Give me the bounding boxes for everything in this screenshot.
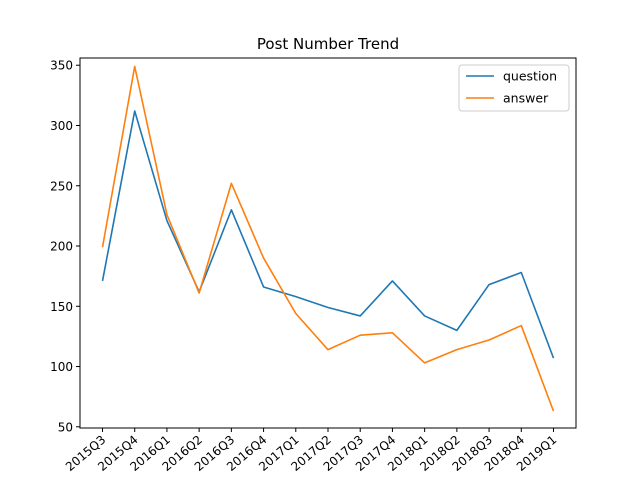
y-tick-label: 50 (58, 420, 73, 434)
y-tick-label: 300 (50, 119, 73, 133)
legend: question answer (458, 64, 570, 112)
y-tick-label: 350 (50, 59, 73, 73)
legend-label-question: question (503, 69, 557, 84)
series-layer (101, 65, 555, 412)
chart-title: Post Number Trend (257, 35, 399, 53)
series-line-question (101, 110, 555, 359)
series-line-answer (101, 65, 555, 412)
y-tick-label: 200 (50, 240, 73, 254)
legend-label-answer: answer (503, 91, 549, 106)
y-tick-label: 100 (50, 360, 73, 374)
y-tick-label: 250 (50, 179, 73, 193)
y-tick-label: 150 (50, 300, 73, 314)
y-axis: 50 100 150 200 250 300 350 (50, 59, 80, 434)
